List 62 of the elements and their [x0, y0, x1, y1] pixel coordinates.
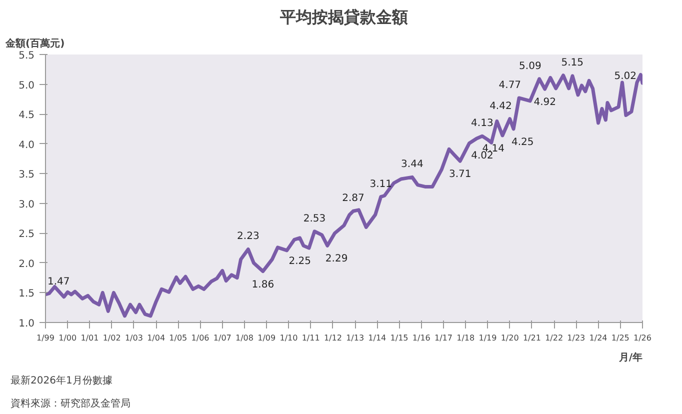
x-tick-label: 1/12	[324, 334, 342, 342]
y-axis-title: 金額(百萬元)	[4, 38, 65, 50]
x-tick-label: 1/19	[478, 334, 497, 342]
x-tick-label: 1/16	[412, 334, 430, 342]
x-tick-label: 1/20	[500, 334, 519, 342]
annotation: 2.23	[237, 231, 260, 242]
y-tick-label: 1.0	[18, 318, 35, 330]
source-note: 資料來源：研究部及金管局	[10, 398, 130, 410]
y-tick-label: 2.5	[18, 229, 35, 240]
y-tick-label: 5.5	[18, 50, 35, 62]
x-tick-label: 1/06	[191, 334, 210, 342]
text: 最新2026年1月份數據	[10, 374, 112, 386]
y-tick-label: 3.5	[18, 170, 35, 181]
annotation: 1.47	[48, 276, 70, 288]
y-tick-label: 5.0	[18, 80, 35, 92]
annotation: 3.11	[370, 178, 392, 190]
annotation: 2.53	[303, 213, 326, 224]
x-tick-label: 1/03	[124, 334, 143, 342]
annotation: 4.13	[471, 118, 494, 130]
annotation: 5.15	[561, 57, 584, 68]
y-tick-label: 4.0	[18, 140, 35, 151]
x-tick-label: 1/25	[611, 334, 630, 342]
annotation: 1.86	[252, 279, 274, 290]
annotation: 4.42	[490, 100, 512, 112]
x-tick-label: 1/02	[102, 334, 121, 342]
x-tick-label: 1/04	[147, 334, 166, 342]
x-tick-label: 1/15	[390, 334, 408, 342]
x-tick-label: 1/14	[368, 334, 386, 342]
annotation: 4.92	[534, 97, 556, 108]
line-series	[46, 73, 642, 318]
y-tick-label: 1.5	[18, 288, 35, 300]
x-tick-label: 1/09	[258, 334, 276, 342]
x-tick-label: 1/23	[567, 334, 586, 342]
annotation: 4.77	[498, 80, 522, 91]
annotation: 2.87	[342, 193, 364, 204]
x-tick-label: 1/10	[280, 334, 298, 342]
x-tick-label: 1/21	[522, 334, 541, 342]
chart-title: 平均按揭貸款金額	[279, 8, 408, 26]
x-tick-label: 1/99	[36, 334, 54, 342]
y-tick-label: 4.5	[18, 110, 35, 122]
x-tick-label: 1/08	[236, 334, 254, 342]
x-tick-label: 1/00	[58, 334, 77, 342]
x-tick-label: 1/13	[346, 334, 364, 342]
x-axis-title: 月/年	[618, 352, 643, 364]
x-tick-label: 1/11	[302, 334, 320, 342]
annotation: 3.71	[448, 169, 472, 180]
annotation: 2.29	[325, 254, 348, 265]
x-tick-label: 1/17	[434, 334, 452, 342]
x-tick-label: 1/07	[213, 334, 232, 342]
x-tick-label: 1/01	[80, 334, 99, 342]
annotation: 2.25	[288, 256, 311, 268]
x-tick-label: 1/26	[634, 334, 652, 342]
annotation: 3.44	[401, 159, 424, 170]
annotation: 5.09	[519, 60, 542, 72]
annotation: 4.25	[512, 136, 534, 148]
annotation: 5.02	[614, 71, 636, 82]
x-tick-label: 1/24	[589, 334, 608, 342]
y-tick-label: 2.0	[18, 258, 35, 270]
x-tick-label: 1/22	[545, 334, 564, 342]
x-tick-label: 1/18	[456, 334, 475, 342]
y-tick-label: 3.0	[18, 199, 35, 210]
x-tick-label: 1/05	[169, 334, 188, 342]
